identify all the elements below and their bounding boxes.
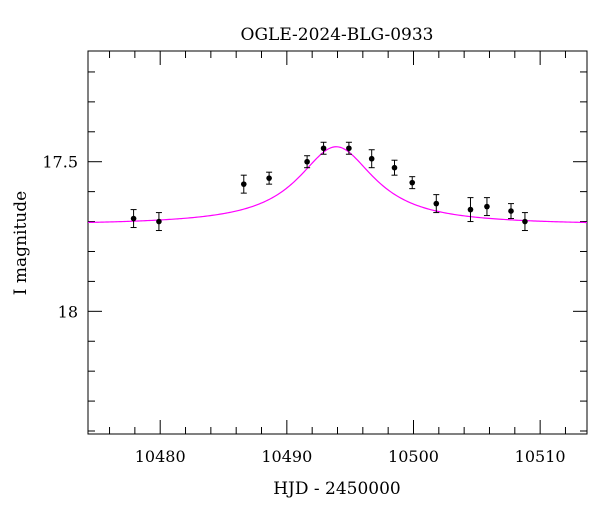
point-marker bbox=[467, 206, 474, 213]
x-tick-label: 10500 bbox=[388, 447, 439, 466]
plot-frame bbox=[87, 50, 588, 435]
data-point bbox=[391, 159, 398, 176]
data-point bbox=[130, 209, 137, 229]
ticks-layer bbox=[88, 51, 587, 434]
x-tick-label: 10480 bbox=[135, 447, 186, 466]
data-point bbox=[240, 174, 247, 194]
point-marker bbox=[409, 179, 416, 186]
x-tick-label: 10510 bbox=[515, 447, 566, 466]
data-point bbox=[266, 171, 273, 185]
point-marker bbox=[508, 208, 514, 214]
model-curve bbox=[87, 146, 588, 224]
x-tick-label: 10490 bbox=[261, 447, 312, 466]
data-point bbox=[368, 149, 375, 169]
point-marker bbox=[391, 164, 398, 171]
point-marker bbox=[156, 218, 162, 225]
point-marker bbox=[130, 215, 137, 222]
data-point bbox=[521, 212, 528, 232]
data-points-layer bbox=[130, 141, 528, 232]
y-axis-label: I magnitude bbox=[11, 191, 31, 295]
data-point bbox=[320, 141, 327, 155]
data-point bbox=[508, 203, 515, 220]
data-point bbox=[345, 141, 352, 155]
point-marker bbox=[484, 203, 490, 210]
point-marker bbox=[240, 181, 247, 187]
data-point bbox=[467, 197, 474, 223]
tick-labels-layer: 10480 10490 10500 10510 17.5 18 bbox=[42, 153, 565, 466]
chart-title: OGLE-2024-BLG-0933 bbox=[241, 25, 434, 45]
data-point bbox=[483, 197, 490, 217]
model-curve-layer bbox=[87, 146, 588, 224]
point-marker bbox=[320, 145, 327, 152]
data-point bbox=[304, 155, 311, 169]
y-tick-label: 18 bbox=[58, 302, 78, 321]
x-axis-label: HJD - 2450000 bbox=[273, 479, 401, 499]
data-point bbox=[155, 212, 162, 232]
y-tick-label: 17.5 bbox=[42, 153, 78, 172]
point-marker bbox=[266, 175, 272, 181]
point-marker bbox=[304, 158, 310, 165]
data-point bbox=[433, 194, 440, 214]
point-marker bbox=[433, 200, 440, 207]
point-marker bbox=[368, 155, 375, 162]
point-marker bbox=[522, 218, 528, 225]
data-point bbox=[409, 176, 416, 190]
point-marker bbox=[346, 145, 352, 152]
